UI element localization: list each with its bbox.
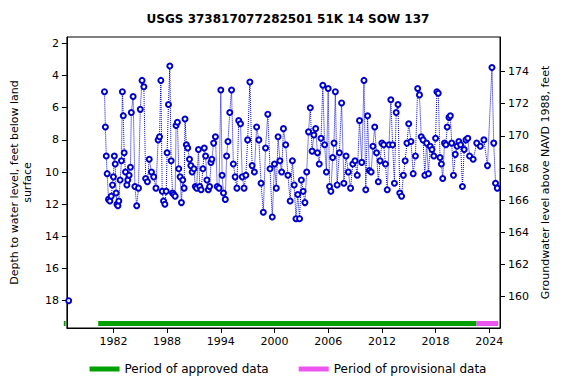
svg-text:6: 6 [52, 101, 59, 114]
svg-text:18: 18 [45, 294, 59, 307]
svg-text:166: 166 [508, 194, 529, 207]
svg-text:surface: surface [21, 162, 34, 203]
svg-text:2024: 2024 [475, 335, 503, 348]
svg-text:Depth to water level, feet bel: Depth to water level, feet below land [8, 80, 21, 285]
svg-text:Period of approved data: Period of approved data [125, 362, 269, 376]
svg-text:162: 162 [508, 258, 529, 271]
svg-text:4: 4 [52, 69, 59, 82]
svg-text:2012: 2012 [368, 335, 396, 348]
svg-text:16: 16 [45, 262, 59, 275]
svg-text:1994: 1994 [207, 335, 235, 348]
svg-text:10: 10 [45, 166, 59, 179]
svg-text:2018: 2018 [422, 335, 450, 348]
svg-text:1988: 1988 [153, 335, 181, 348]
svg-text:USGS 373817077282501 51K 14 SO: USGS 373817077282501 51K 14 SOW 137 [147, 12, 430, 26]
svg-text:174: 174 [508, 65, 529, 78]
svg-text:160: 160 [508, 290, 529, 303]
svg-text:2000: 2000 [261, 335, 289, 348]
svg-text:14: 14 [45, 230, 59, 243]
svg-text:Groundwater level above NAVD 1: Groundwater level above NAVD 1988, feet [539, 65, 552, 299]
svg-text:8: 8 [52, 133, 59, 146]
svg-text:1982: 1982 [99, 335, 127, 348]
svg-text:2: 2 [52, 37, 59, 50]
svg-text:164: 164 [508, 226, 529, 239]
svg-text:168: 168 [508, 162, 529, 175]
svg-text:2006: 2006 [314, 335, 342, 348]
svg-text:170: 170 [508, 129, 529, 142]
svg-text:12: 12 [45, 198, 59, 211]
svg-text:172: 172 [508, 97, 529, 110]
svg-text:Period of provisional data: Period of provisional data [334, 362, 487, 376]
